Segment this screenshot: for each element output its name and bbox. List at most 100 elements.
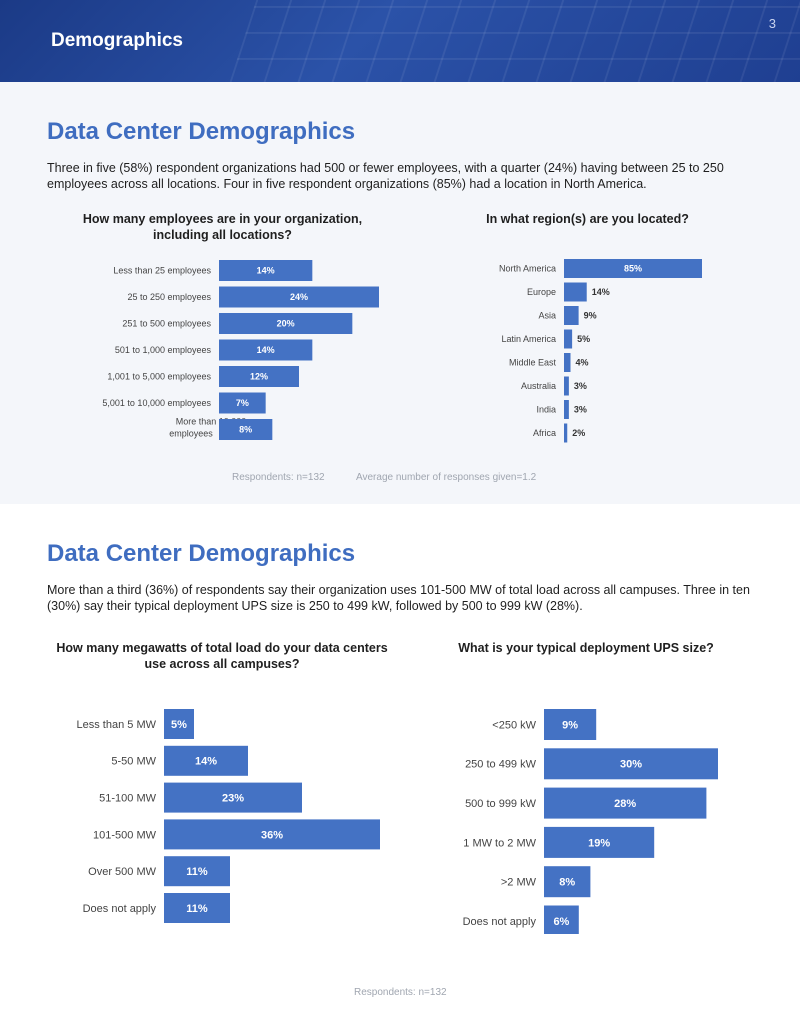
section-2: Data Center Demographics More than a thi… xyxy=(0,504,800,1035)
section-1-title: Data Center Demographics xyxy=(47,118,356,145)
bar xyxy=(164,819,380,850)
bar xyxy=(219,313,353,334)
value-label: 5% xyxy=(577,334,590,344)
value-label: 5% xyxy=(171,719,187,731)
value-label: 28% xyxy=(614,798,636,810)
value-label: 11% xyxy=(186,866,208,878)
category-label: Over 500 MW xyxy=(88,866,156,878)
bar xyxy=(219,260,313,281)
value-label: 30% xyxy=(620,759,642,771)
footnote-respondents-2: Respondents: n=132 xyxy=(354,987,447,998)
chart-megawatts-title: How many megawatts of total load do your… xyxy=(56,641,388,671)
category-label: North America xyxy=(499,264,556,274)
bar xyxy=(164,782,302,813)
category-label: 25 to 250 employees xyxy=(127,292,211,302)
value-label: 7% xyxy=(236,398,249,408)
value-label: 3% xyxy=(574,405,587,415)
bar xyxy=(564,282,587,302)
value-label: 14% xyxy=(592,287,610,297)
category-label: Less than 5 MW xyxy=(77,719,157,731)
bar xyxy=(544,826,655,858)
category-label: <250 kW xyxy=(492,719,536,731)
value-label: 2% xyxy=(572,428,585,438)
category-label: 250 to 499 kW xyxy=(465,759,537,771)
category-label: Asia xyxy=(538,311,556,321)
bar xyxy=(564,376,569,396)
category-label: >2 MW xyxy=(501,877,537,889)
footnote-respondents-1: Respondents: n=132 xyxy=(232,472,325,483)
category-label: 1 MW to 2 MW xyxy=(463,837,536,849)
chart-regions-title: In what region(s) are you located? xyxy=(486,212,689,226)
page-header: Demographics 3 xyxy=(0,0,800,82)
category-label: More than 10,000 employees xyxy=(169,417,246,439)
bar xyxy=(564,423,568,443)
value-label: 14% xyxy=(195,756,217,768)
value-label: 9% xyxy=(562,719,578,731)
category-label: Africa xyxy=(533,428,556,438)
value-label: 8% xyxy=(239,425,252,435)
bar xyxy=(544,905,579,934)
value-label: 11% xyxy=(186,903,208,915)
category-label: 5,001 to 10,000 employees xyxy=(102,398,211,408)
category-label: 5-50 MW xyxy=(111,756,156,768)
bar xyxy=(564,306,579,325)
value-label: 23% xyxy=(222,792,244,804)
footnote-average-responses: Average number of responses given=1.2 xyxy=(356,472,537,483)
section-1: Data Center Demographics Three in five (… xyxy=(0,82,800,504)
bar xyxy=(544,709,597,740)
value-label: 85% xyxy=(624,264,642,274)
bar xyxy=(564,329,573,349)
chart-employees: Less than 25 employees 14% 25 to 250 emplo… xyxy=(102,260,379,440)
bar xyxy=(164,745,248,776)
value-label: 8% xyxy=(559,877,575,889)
bar xyxy=(164,709,194,739)
category-label: Europe xyxy=(527,287,556,297)
section-2-title: Data Center Demographics xyxy=(47,540,356,567)
category-label: 51-100 MW xyxy=(99,792,156,804)
value-label: 12% xyxy=(250,372,268,382)
section-1-description: Three in five (58%) respondent organizat… xyxy=(47,161,724,191)
value-label: 6% xyxy=(553,916,569,928)
category-label: 1,001 to 5,000 employees xyxy=(107,372,211,382)
value-label: 36% xyxy=(261,829,283,841)
bar xyxy=(219,419,273,440)
chart-regions: North America 85% Europe 14% Asia 9% Latin Ame… xyxy=(499,259,702,443)
header-pattern xyxy=(217,0,800,82)
category-label: 500 to 999 kW xyxy=(465,798,537,810)
category-label: 501 to 1,000 employees xyxy=(115,345,212,355)
page-number: 3 xyxy=(768,16,776,31)
value-label: 4% xyxy=(575,358,588,368)
category-label: Less than 25 employees xyxy=(113,266,211,276)
category-label: Australia xyxy=(521,381,556,391)
bar xyxy=(219,339,313,361)
bar xyxy=(219,392,266,414)
bar xyxy=(164,856,230,887)
bar xyxy=(544,748,718,780)
value-label: 14% xyxy=(257,345,275,355)
chart-megawatts: Less than 5 MW 5% 5-50 MW 14% 51-100 MW 23% 10… xyxy=(77,709,380,923)
category-label: Does not apply xyxy=(83,903,157,915)
value-label: 3% xyxy=(574,381,587,391)
category-label: Middle East xyxy=(509,358,557,368)
value-label: 19% xyxy=(588,837,610,849)
bar xyxy=(564,400,569,419)
value-label: 20% xyxy=(277,319,295,329)
category-label: Latin America xyxy=(501,334,556,344)
chart-ups: <250 kW 9% 250 to 499 kW 30% 500 to 999 kW 28… xyxy=(463,709,718,934)
bar xyxy=(564,259,702,278)
value-label: 9% xyxy=(584,311,597,321)
section-2-description: More than a third (36%) of respondents s… xyxy=(47,583,750,613)
chart-employees-title: How many employees are in your organizat… xyxy=(82,212,363,242)
bar xyxy=(219,286,379,308)
value-label: 24% xyxy=(290,292,308,302)
value-label: 14% xyxy=(257,266,275,276)
category-label: India xyxy=(536,405,556,415)
bar xyxy=(564,353,571,372)
chart-ups-title: What is your typical deployment UPS size… xyxy=(458,641,714,655)
category-label: 251 to 500 employees xyxy=(122,319,211,329)
category-label: 101-500 MW xyxy=(93,829,157,841)
bar xyxy=(219,366,299,387)
bar xyxy=(164,893,230,923)
category-label: Does not apply xyxy=(463,916,537,928)
header-title: Demographics xyxy=(51,30,183,51)
